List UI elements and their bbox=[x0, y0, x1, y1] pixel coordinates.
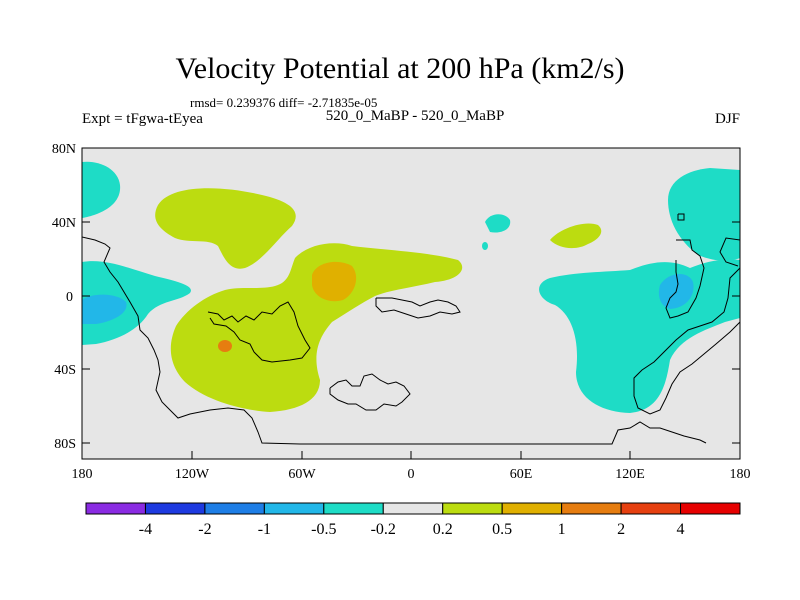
lat-tick-labels: 80N 40N 0 40S 80S bbox=[52, 142, 76, 452]
colorbar-label: 4 bbox=[677, 521, 685, 538]
contour-pos-east-eurasia bbox=[550, 223, 602, 249]
lon-tick-label: 0 bbox=[408, 467, 415, 482]
lat-tick-label: 40S bbox=[54, 363, 76, 378]
colorbar-swatch bbox=[323, 502, 384, 515]
coast-east-pacific bbox=[719, 237, 740, 267]
colorbar-swatch bbox=[501, 502, 563, 515]
map-title: Velocity Potential at 200 hPa (km2/s) bbox=[175, 52, 625, 85]
coast-islands-south bbox=[329, 373, 411, 411]
colorbar-swatch bbox=[263, 502, 325, 515]
lat-tick-label: 40N bbox=[52, 216, 76, 231]
coast-small-north bbox=[677, 213, 685, 221]
contour-neg-small-midlat bbox=[485, 214, 511, 233]
colorbar-label: -4 bbox=[139, 521, 152, 538]
colorbar-label: -0.5 bbox=[311, 521, 336, 538]
lat-tick-label: 80S bbox=[54, 437, 76, 452]
colorbar-label: 2 bbox=[617, 521, 625, 538]
colorbar-swatch bbox=[620, 502, 682, 515]
colorbar-label: 0.2 bbox=[433, 521, 453, 538]
lon-tick-label: 60E bbox=[510, 467, 533, 482]
contour-neg-mid-west bbox=[82, 294, 127, 324]
colorbar-label: 0.5 bbox=[492, 521, 512, 538]
colorbar-label: -1 bbox=[258, 521, 271, 538]
lat-tick-label: 80N bbox=[52, 142, 76, 157]
lat-tick-label: 0 bbox=[66, 290, 73, 305]
coast-south-america bbox=[207, 301, 311, 363]
contour-neg-west-north bbox=[82, 161, 121, 218]
contour-neg-west-tropics bbox=[82, 261, 191, 345]
coast-north-america bbox=[82, 236, 707, 445]
colorbar-swatch bbox=[85, 502, 146, 515]
contour-pos-north-atlantic bbox=[155, 188, 296, 269]
season-label: DJF bbox=[714, 111, 740, 127]
coast-east-asia bbox=[665, 239, 705, 319]
colorbar-label: -2 bbox=[198, 521, 211, 538]
colorbar-swatch bbox=[442, 502, 503, 515]
colorbar: -4 -2 -1 -0.5 -0.2 0.2 0.5 1 2 4 bbox=[85, 502, 741, 538]
colorbar-label: 1 bbox=[558, 521, 566, 538]
colorbar-swatch bbox=[561, 502, 622, 515]
colorbar-swatch bbox=[382, 502, 444, 515]
map-panel: 80N 40N 0 40S 80S 180 120W 60W 0 60E 120… bbox=[52, 142, 751, 482]
lon-tick-label: 60W bbox=[288, 467, 316, 482]
experiment-label: Expt = tFgwa-tEyea bbox=[82, 111, 203, 127]
lat-tick-marks bbox=[82, 147, 740, 459]
coastlines bbox=[82, 213, 740, 445]
contour-pos-main bbox=[170, 243, 463, 412]
colorbar-swatch bbox=[680, 502, 741, 515]
subtitle: 520_0_MaBP - 520_0_MaBP bbox=[325, 108, 505, 124]
contour-neg-east-north bbox=[668, 168, 740, 261]
lon-tick-label: 120W bbox=[175, 467, 210, 482]
lon-tick-label: 180 bbox=[72, 467, 93, 482]
coast-australia bbox=[633, 267, 740, 415]
colorbar-label: -0.2 bbox=[371, 521, 396, 538]
contour-fields bbox=[82, 161, 740, 445]
contour-pos-mid bbox=[312, 261, 357, 302]
coast-africa bbox=[375, 297, 461, 319]
stats-line: rmsd= 0.239376 diff= -2.71835e-05 bbox=[190, 95, 378, 110]
lon-tick-label: 180 bbox=[730, 467, 751, 482]
contour-neg-tiny bbox=[482, 242, 488, 250]
contour-pos-strong bbox=[218, 340, 232, 352]
colorbar-swatch bbox=[204, 502, 265, 515]
lon-tick-label: 120E bbox=[615, 467, 645, 482]
lon-tick-labels: 180 120W 60W 0 60E 120E 180 bbox=[72, 467, 751, 482]
colorbar-swatch bbox=[144, 502, 206, 515]
